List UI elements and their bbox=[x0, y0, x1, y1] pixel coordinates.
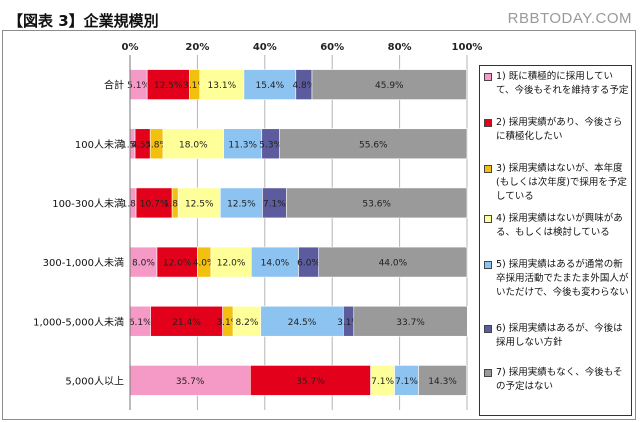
data-label: 4.0% bbox=[193, 259, 216, 269]
data-label: 55.6% bbox=[359, 140, 388, 150]
data-label: 4.8% bbox=[292, 81, 315, 91]
legend-item: 6) 採用実績はあるが、今後は採用しない方針 bbox=[484, 322, 630, 350]
category-label: 1,000-5,000人未満 bbox=[33, 316, 124, 328]
data-label: 1.8% bbox=[164, 199, 187, 209]
legend-label: 2) 採用実績があり、今後さらに積極化したい bbox=[496, 117, 623, 142]
category-label: 100人未満 bbox=[75, 139, 124, 151]
bar-segment bbox=[220, 187, 263, 219]
data-label: 53.6% bbox=[362, 199, 391, 209]
category-label: 300-1,000人未満 bbox=[43, 257, 124, 269]
data-label: 7.1% bbox=[263, 199, 286, 209]
legend-swatch bbox=[484, 73, 492, 81]
legend-swatch bbox=[484, 215, 492, 223]
legend-item: 2) 採用実績があり、今後さらに積極化したい bbox=[484, 116, 630, 144]
bar-segment bbox=[318, 246, 468, 278]
data-label: 18.0% bbox=[179, 140, 208, 150]
data-label: 12.5% bbox=[185, 199, 214, 209]
data-label: 1.8% bbox=[122, 199, 145, 209]
legend-item: 4) 採用実績はないが興味がある、もしくは検討している bbox=[484, 212, 630, 240]
data-label: 11.3% bbox=[228, 140, 257, 150]
bar-segment bbox=[418, 365, 467, 396]
legend-swatch bbox=[484, 369, 492, 377]
data-label: 3.1% bbox=[216, 318, 239, 328]
data-label: 14.0% bbox=[261, 259, 290, 269]
x-tick-label: 40% bbox=[253, 42, 277, 53]
data-label: 7.1% bbox=[371, 377, 394, 387]
data-label: 8.0% bbox=[132, 259, 155, 269]
data-label: 12.0% bbox=[163, 259, 192, 269]
data-label: 35.7% bbox=[296, 377, 325, 387]
data-label: 21.4% bbox=[172, 318, 201, 328]
data-label: 15.4% bbox=[256, 81, 285, 91]
data-label: 3.8% bbox=[145, 140, 168, 150]
data-label: 44.0% bbox=[379, 259, 408, 269]
data-label: 12.5% bbox=[227, 199, 256, 209]
bar-segment bbox=[129, 246, 158, 278]
bar-segment bbox=[286, 187, 468, 219]
legend-label: 4) 採用実績はないが興味がある、もしくは検討している bbox=[496, 213, 623, 238]
legend-label: 1) 既に積極的に採用していて、今後もそれを維持する予定 bbox=[496, 71, 629, 96]
data-label: 13.1% bbox=[208, 81, 237, 91]
data-label: 45.9% bbox=[375, 81, 404, 91]
legend-item: 1) 既に積極的に採用していて、今後もそれを維持する予定 bbox=[484, 70, 630, 98]
data-label: 14.3% bbox=[428, 377, 457, 387]
legend-label: 3) 採用実績はないが、本年度(もしくは次年度)で採用を予定している bbox=[496, 163, 627, 202]
legend-label: 6) 採用実績はあるが、今後は採用しない方針 bbox=[496, 323, 623, 348]
page-title: 【図表 3】企業規模別 bbox=[8, 12, 159, 30]
chart-legend: 1) 既に積極的に採用していて、今後もそれを維持する予定 2) 採用実績があり、今… bbox=[479, 65, 632, 416]
bar-segment bbox=[260, 305, 344, 337]
data-label: 3.1% bbox=[337, 318, 360, 328]
data-label: 7.1% bbox=[395, 377, 418, 387]
bar-segment bbox=[156, 246, 198, 278]
x-tick-label: 60% bbox=[320, 42, 344, 53]
data-label: 12.0% bbox=[217, 259, 246, 269]
category-label: 100-300人未満 bbox=[52, 198, 124, 210]
data-label: 6.1% bbox=[129, 318, 152, 328]
data-label: 12.5% bbox=[154, 81, 183, 91]
bar-segment bbox=[210, 246, 252, 278]
bar-segment bbox=[353, 305, 468, 337]
legend-swatch bbox=[484, 165, 492, 173]
bar-segment bbox=[199, 69, 245, 100]
data-label: 35.7% bbox=[176, 377, 205, 387]
data-label: 3.1% bbox=[183, 81, 206, 91]
bar-segment bbox=[279, 128, 468, 160]
legend-item: 7) 採用実績もなく、今後もその予定はない bbox=[484, 366, 630, 394]
legend-swatch bbox=[484, 119, 492, 127]
data-label: 24.5% bbox=[288, 318, 317, 328]
legend-swatch bbox=[484, 325, 492, 333]
legend-label: 7) 採用実績もなく、今後もその予定はない bbox=[496, 367, 623, 392]
category-label: 合計 bbox=[104, 79, 124, 92]
data-label: 5.1% bbox=[127, 81, 150, 91]
data-label: 8.2% bbox=[236, 318, 259, 328]
data-label: 5.3% bbox=[259, 140, 282, 150]
data-label: 10.7% bbox=[140, 199, 169, 209]
watermark-logo: RBBTODAY.COM bbox=[507, 10, 632, 27]
legend-swatch bbox=[484, 261, 492, 269]
x-tick-label: 0% bbox=[122, 42, 139, 53]
bar-segment bbox=[135, 187, 173, 219]
data-label: 33.7% bbox=[396, 318, 425, 328]
x-tick-label: 100% bbox=[452, 42, 483, 53]
data-label: 1.5% bbox=[121, 140, 144, 150]
data-label: 6.0% bbox=[297, 259, 320, 269]
legend-label: 5) 採用実績はあるが通常の新卒採用活動でたまたま外国人がいただけで、今後も変わ… bbox=[496, 259, 629, 298]
legend-item: 3) 採用実績はないが、本年度(もしくは次年度)で採用を予定している bbox=[484, 162, 630, 204]
bar-segment bbox=[177, 187, 221, 219]
category-label: 5,000人以上 bbox=[65, 375, 124, 387]
bar-segment bbox=[150, 305, 223, 337]
bar-segment bbox=[162, 128, 224, 160]
bar-segment bbox=[223, 128, 263, 160]
x-tick-label: 80% bbox=[388, 42, 412, 53]
bar-segment bbox=[311, 69, 467, 100]
bar-segment bbox=[146, 69, 190, 100]
legend-item: 5) 採用実績はあるが通常の新卒採用活動でたまたま外国人がいただけで、今後も変わ… bbox=[484, 258, 630, 300]
bar-segment bbox=[232, 305, 262, 337]
data-label: 4.5% bbox=[131, 140, 154, 150]
bar-segment bbox=[243, 69, 297, 100]
x-tick-label: 20% bbox=[185, 42, 209, 53]
